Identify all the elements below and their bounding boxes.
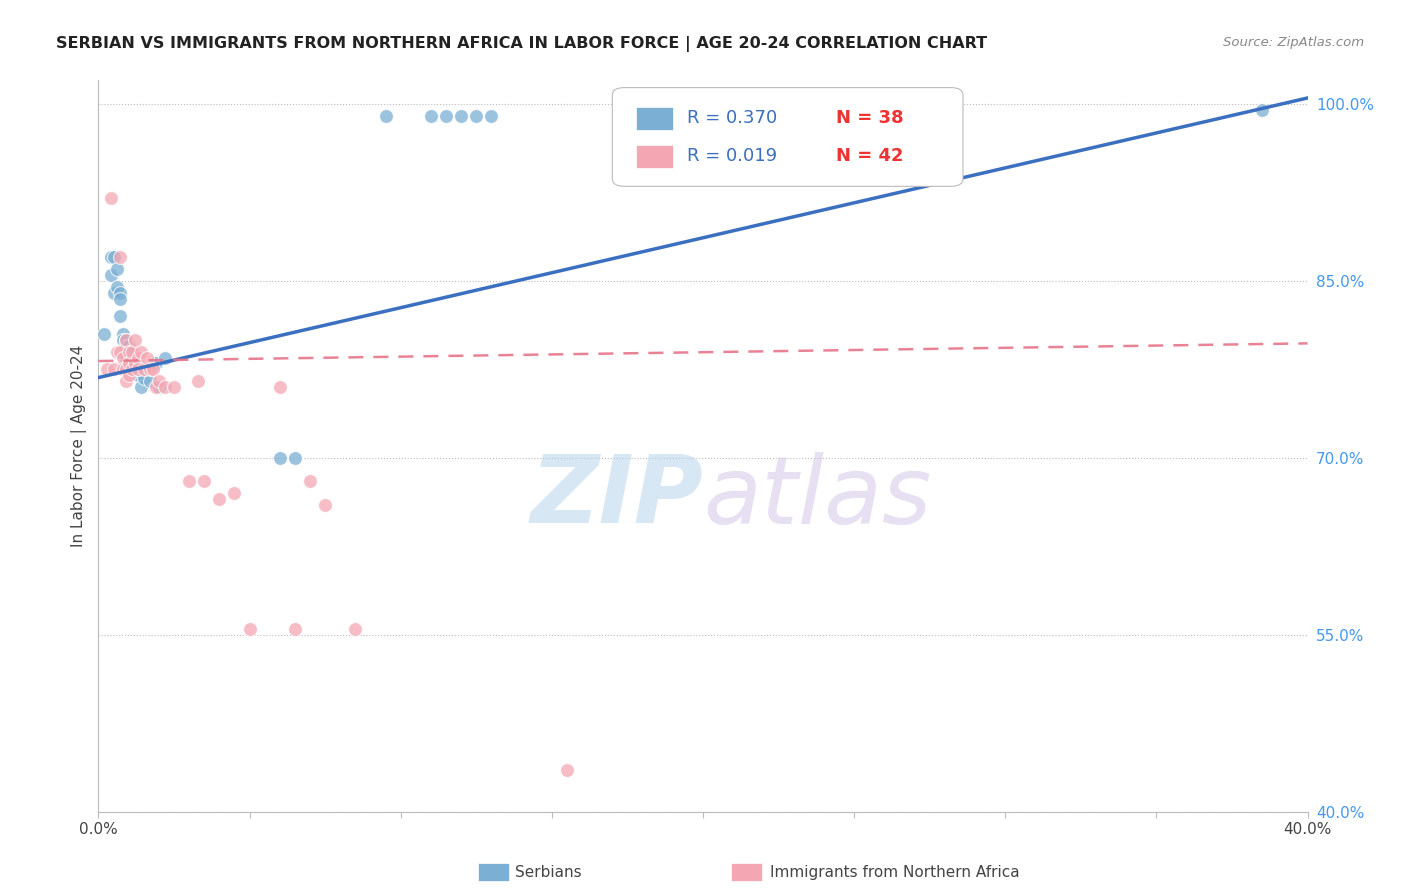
Point [163, 380, 186, 394]
Point [145, 356, 167, 370]
Point [108, 250, 131, 264]
Point [127, 351, 149, 365]
Point [139, 374, 162, 388]
Point [299, 475, 322, 489]
Point [555, 764, 578, 778]
Point [100, 191, 122, 205]
Point [103, 250, 125, 264]
Point [344, 622, 367, 636]
Point [129, 344, 152, 359]
Text: N = 42: N = 42 [837, 146, 904, 165]
Point [121, 356, 143, 370]
Point [139, 362, 162, 376]
Point [374, 109, 396, 123]
Point [111, 351, 134, 365]
Point [434, 109, 457, 123]
Point [148, 380, 170, 394]
Point [314, 498, 336, 512]
Point [121, 344, 143, 359]
Point [118, 356, 141, 370]
Point [118, 368, 141, 383]
Y-axis label: In Labor Force | Age 20-24: In Labor Force | Age 20-24 [72, 345, 87, 547]
Text: Serbians: Serbians [515, 865, 581, 880]
Point [129, 380, 152, 394]
Point [127, 368, 149, 383]
Bar [637, 145, 672, 168]
Point [124, 356, 146, 370]
Text: R = 0.019: R = 0.019 [688, 146, 778, 165]
Point [114, 351, 136, 365]
Point [108, 292, 131, 306]
Point [135, 351, 157, 365]
FancyBboxPatch shape [613, 87, 963, 186]
Point [904, 109, 927, 123]
Point [108, 310, 131, 324]
Point [111, 333, 134, 347]
Point [420, 109, 443, 123]
Point [208, 492, 231, 507]
Point [124, 356, 146, 370]
Point [153, 380, 176, 394]
Point [118, 356, 141, 370]
Bar [637, 107, 672, 130]
Point [103, 285, 125, 300]
Point [465, 109, 488, 123]
Text: R = 0.370: R = 0.370 [688, 110, 778, 128]
Point [121, 362, 143, 376]
Point [118, 339, 141, 353]
Point [114, 333, 136, 347]
Point [114, 362, 136, 376]
Point [179, 475, 201, 489]
Point [103, 362, 125, 376]
Point [118, 344, 141, 359]
Point [284, 450, 307, 465]
Point [127, 362, 149, 376]
Point [269, 380, 291, 394]
Point [284, 622, 307, 636]
Point [118, 344, 141, 359]
Point [105, 344, 128, 359]
Point [481, 109, 503, 123]
Point [105, 279, 128, 293]
Point [121, 362, 143, 376]
Text: atlas: atlas [703, 451, 931, 542]
Point [111, 362, 134, 376]
Text: Immigrants from Northern Africa: Immigrants from Northern Africa [770, 865, 1021, 880]
Point [108, 285, 131, 300]
Point [124, 333, 146, 347]
Point [239, 622, 262, 636]
Point [1251, 103, 1274, 117]
Point [193, 475, 215, 489]
Point [105, 262, 128, 277]
Point [224, 486, 246, 500]
Point [269, 450, 291, 465]
Point [114, 374, 136, 388]
Point [100, 268, 122, 282]
Point [111, 326, 134, 341]
Point [132, 370, 155, 384]
Text: N = 38: N = 38 [837, 110, 904, 128]
Point [114, 333, 136, 347]
Point [187, 374, 209, 388]
Point [114, 339, 136, 353]
Point [142, 362, 165, 376]
Point [145, 380, 167, 394]
Text: SERBIAN VS IMMIGRANTS FROM NORTHERN AFRICA IN LABOR FORCE | AGE 20-24 CORRELATIO: SERBIAN VS IMMIGRANTS FROM NORTHERN AFRI… [56, 36, 987, 52]
Point [752, 109, 775, 123]
Point [108, 344, 131, 359]
Point [96, 362, 118, 376]
Point [93, 326, 115, 341]
Point [153, 351, 176, 365]
Text: Source: ZipAtlas.com: Source: ZipAtlas.com [1223, 36, 1364, 49]
Point [148, 374, 170, 388]
Point [132, 362, 155, 376]
Point [450, 109, 472, 123]
Point [100, 250, 122, 264]
Text: ZIP: ZIP [530, 451, 703, 543]
